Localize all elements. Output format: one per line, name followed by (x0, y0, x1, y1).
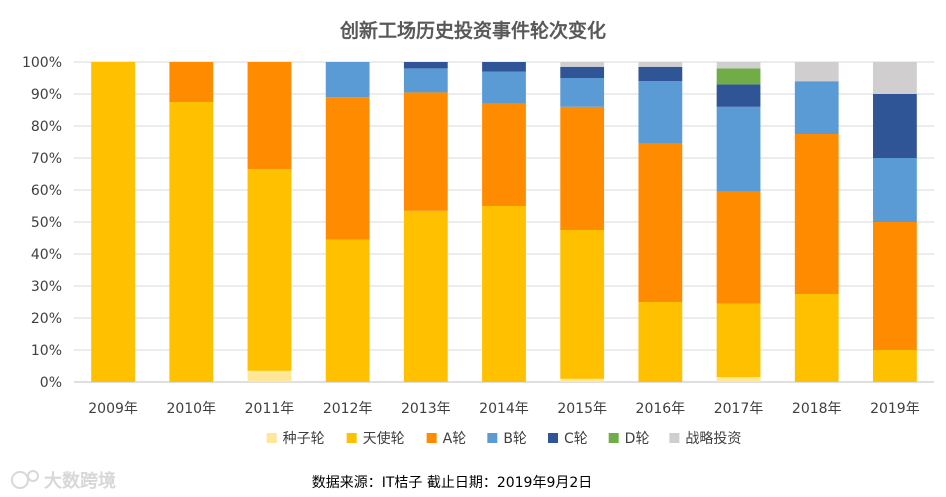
legend-item: A轮 (426, 431, 467, 447)
y-tick-label: 90% (31, 87, 62, 103)
legend-item: D轮 (608, 431, 650, 447)
x-tick-label: 2009年 (88, 401, 138, 417)
legend-swatch (608, 433, 619, 443)
legend-item: C轮 (548, 431, 588, 447)
bar-segment (873, 350, 917, 382)
legend-label: D轮 (625, 431, 650, 447)
bar-segment (873, 158, 917, 222)
bar-segment (638, 81, 683, 144)
y-tick-label: 80% (31, 119, 62, 135)
legend-label: 种子轮 (283, 431, 325, 447)
bar-segment (794, 62, 839, 82)
x-tick-label: 2013年 (401, 401, 451, 417)
bar-segment (482, 206, 526, 382)
bar-segment (560, 78, 605, 107)
bar-segment (794, 81, 839, 134)
y-tick-label: 40% (31, 247, 62, 263)
watermark-logo-icon (11, 471, 29, 489)
legend-swatch (669, 433, 680, 443)
bar-segment (482, 62, 526, 72)
legend-item: 天使轮 (346, 430, 405, 447)
bar-segment (560, 62, 605, 67)
legend-swatch (346, 433, 357, 443)
x-tick-label: 2014年 (479, 401, 529, 417)
y-tick-label: 10% (31, 343, 62, 359)
x-tick-label: 2010年 (166, 401, 216, 417)
x-tick-label: 2011年 (245, 401, 295, 417)
legend-label: A轮 (443, 431, 467, 447)
bar-segment (403, 62, 448, 69)
bar-segment (716, 377, 761, 382)
x-tick-label: 2018年 (792, 401, 842, 417)
legend: 种子轮 天使轮 A轮 B轮 C轮 D轮 战略投资 (266, 430, 741, 447)
y-axis-ticks: 0% 10% 20% 30% 40% 50% 60% 70% 80% 90% 100% (22, 55, 62, 391)
watermark-logo-dot-icon (27, 470, 39, 482)
bar-segment (638, 143, 683, 302)
bar-segment (794, 294, 839, 382)
bar-segment (325, 239, 370, 382)
y-tick-label: 0% (40, 375, 62, 391)
bar-segment (482, 103, 526, 206)
bar-segment (716, 62, 761, 69)
bar-segment (403, 92, 448, 211)
bar-segment (247, 370, 292, 382)
legend-label: 天使轮 (363, 430, 405, 447)
legend-label: C轮 (564, 431, 588, 447)
bar-segment (873, 62, 917, 94)
x-axis-ticks: 2009年 2010年 2011年 2012年 2013年 2014年 2015年 2016年… (88, 401, 919, 417)
bar-segment (794, 134, 839, 294)
legend-swatch (266, 433, 277, 443)
bar-segment (716, 303, 761, 378)
chart-title: 创新工场历史投资事件轮次变化 (339, 19, 606, 42)
y-tick-label: 100% (22, 55, 62, 71)
y-tick-label: 30% (31, 279, 62, 295)
y-tick-label: 70% (31, 151, 62, 167)
bar-segment (638, 66, 683, 82)
bar-segment (560, 378, 605, 382)
bar-segment (403, 68, 448, 93)
bar-segment (873, 94, 917, 158)
legend-item: B轮 (487, 431, 527, 447)
legend-label: B轮 (503, 431, 527, 447)
legend-swatch (487, 433, 498, 443)
x-tick-label: 2016年 (636, 401, 686, 417)
x-tick-label: 2019年 (870, 401, 920, 417)
bars (91, 62, 917, 382)
source-note: 数据来源：IT桔子 截止日期：2019年9月2日 (312, 475, 593, 491)
x-tick-label: 2017年 (714, 401, 764, 417)
x-tick-label: 2012年 (323, 401, 373, 417)
bar-segment (247, 169, 292, 371)
bar-segment (560, 66, 605, 78)
bar-segment (716, 106, 761, 192)
watermark: 大数跨境 (11, 470, 116, 492)
legend-label: 战略投资 (685, 431, 741, 447)
bar-segment (403, 210, 448, 382)
y-tick-label: 20% (31, 311, 62, 327)
x-tick-label: 2015年 (557, 401, 607, 417)
bar-segment (91, 62, 135, 382)
bar-segment (325, 97, 370, 240)
legend-item: 战略投资 (669, 431, 741, 447)
bar-segment (560, 230, 605, 379)
watermark-text: 大数跨境 (44, 470, 116, 492)
bar-segment (716, 84, 761, 107)
bar-segment (638, 62, 683, 67)
y-tick-label: 60% (31, 183, 62, 199)
legend-swatch (426, 433, 437, 443)
bar-segment (169, 62, 214, 102)
legend-swatch (548, 433, 558, 443)
y-tick-label: 50% (31, 215, 62, 231)
bar-segment (638, 302, 683, 382)
bar-segment (716, 68, 761, 85)
legend-item: 种子轮 (266, 431, 325, 447)
bar-segment (325, 62, 370, 98)
bar-segment (560, 106, 605, 230)
bar-segment (482, 71, 526, 104)
bar-segment (873, 222, 917, 350)
bar-segment (716, 191, 761, 304)
bar-segment (169, 102, 214, 382)
bar-segment (247, 62, 292, 170)
